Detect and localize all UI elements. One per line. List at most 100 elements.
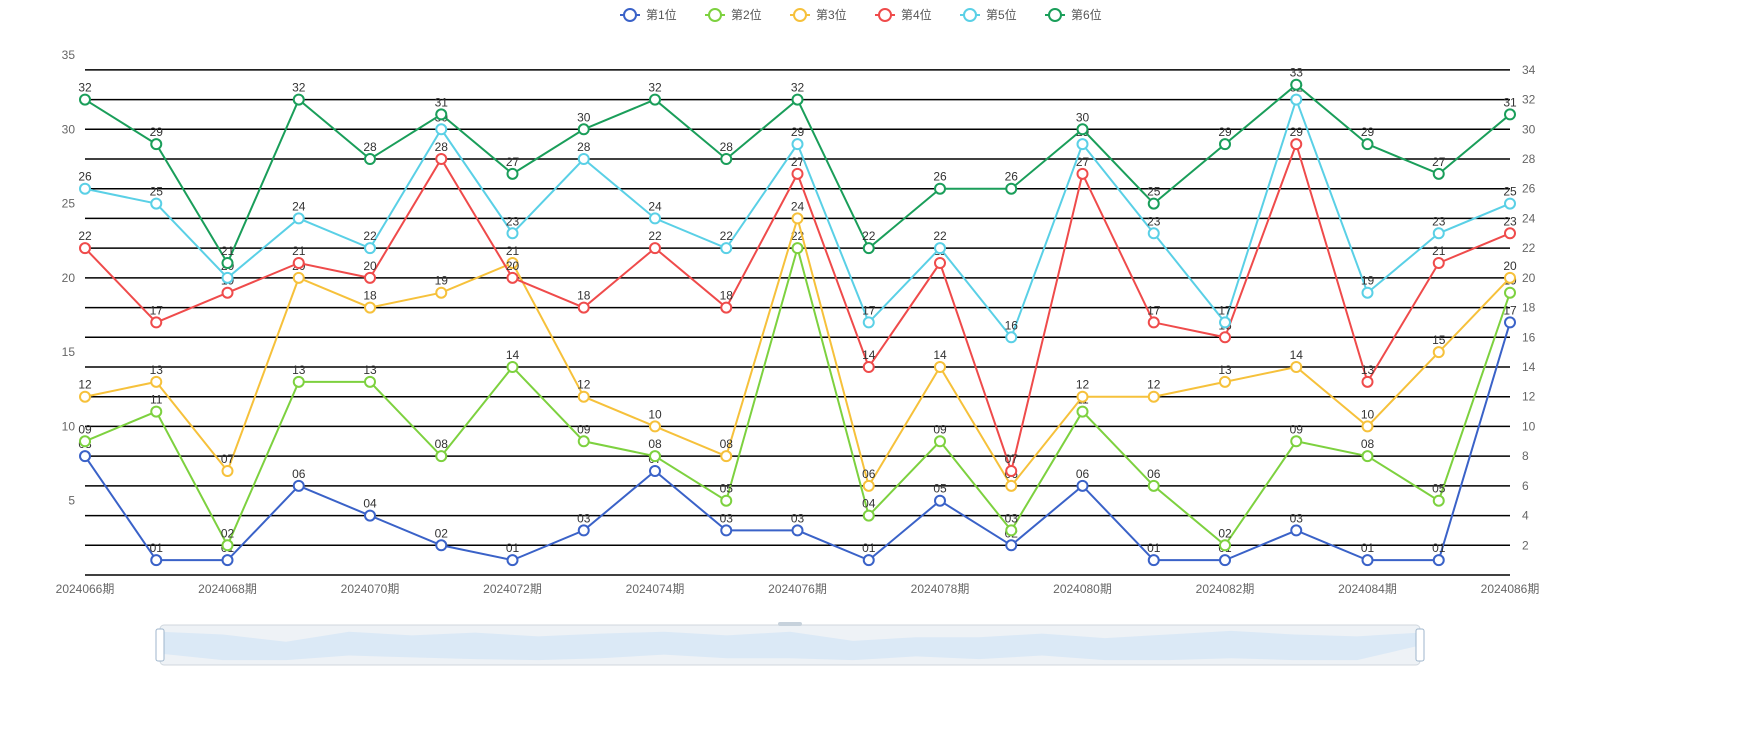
- data-point[interactable]: [1149, 481, 1159, 491]
- data-point[interactable]: [1220, 377, 1230, 387]
- data-point[interactable]: [1505, 228, 1515, 238]
- data-point[interactable]: [793, 525, 803, 535]
- data-point[interactable]: [793, 95, 803, 105]
- data-point[interactable]: [650, 243, 660, 253]
- data-point[interactable]: [1006, 184, 1016, 194]
- data-point[interactable]: [864, 555, 874, 565]
- legend-item-4[interactable]: 第4位: [875, 7, 932, 22]
- data-point[interactable]: [508, 273, 518, 283]
- legend-item-5[interactable]: 第5位: [960, 7, 1017, 22]
- data-point[interactable]: [1006, 466, 1016, 476]
- data-point[interactable]: [864, 243, 874, 253]
- data-point[interactable]: [151, 407, 161, 417]
- data-point[interactable]: [1505, 273, 1515, 283]
- data-point[interactable]: [508, 555, 518, 565]
- data-point[interactable]: [1363, 139, 1373, 149]
- data-point[interactable]: [294, 95, 304, 105]
- data-point[interactable]: [223, 258, 233, 268]
- data-point[interactable]: [1434, 228, 1444, 238]
- data-point[interactable]: [294, 258, 304, 268]
- data-point[interactable]: [151, 555, 161, 565]
- data-point[interactable]: [436, 109, 446, 119]
- data-point[interactable]: [365, 273, 375, 283]
- data-point[interactable]: [1149, 392, 1159, 402]
- data-point[interactable]: [793, 213, 803, 223]
- data-point[interactable]: [1006, 540, 1016, 550]
- data-point[interactable]: [1291, 80, 1301, 90]
- legend-item-2[interactable]: 第2位: [705, 7, 762, 22]
- data-point[interactable]: [365, 511, 375, 521]
- zoom-handle-right[interactable]: [1416, 629, 1424, 661]
- data-point[interactable]: [508, 169, 518, 179]
- data-point[interactable]: [1220, 139, 1230, 149]
- data-point[interactable]: [436, 540, 446, 550]
- data-point[interactable]: [721, 303, 731, 313]
- data-point[interactable]: [721, 525, 731, 535]
- data-point[interactable]: [151, 377, 161, 387]
- data-point[interactable]: [579, 436, 589, 446]
- data-point[interactable]: [793, 139, 803, 149]
- data-point[interactable]: [223, 555, 233, 565]
- data-point[interactable]: [1078, 481, 1088, 491]
- data-point[interactable]: [1149, 555, 1159, 565]
- data-point[interactable]: [721, 243, 731, 253]
- data-point[interactable]: [1006, 525, 1016, 535]
- data-point[interactable]: [1434, 347, 1444, 357]
- data-point[interactable]: [579, 303, 589, 313]
- data-point[interactable]: [1078, 392, 1088, 402]
- data-point[interactable]: [864, 362, 874, 372]
- data-point[interactable]: [1006, 332, 1016, 342]
- data-point[interactable]: [223, 273, 233, 283]
- data-point[interactable]: [1291, 362, 1301, 372]
- data-point[interactable]: [721, 154, 731, 164]
- data-point[interactable]: [365, 154, 375, 164]
- data-point[interactable]: [1505, 109, 1515, 119]
- data-point[interactable]: [223, 288, 233, 298]
- data-point[interactable]: [80, 95, 90, 105]
- data-point[interactable]: [1291, 436, 1301, 446]
- data-point[interactable]: [650, 421, 660, 431]
- data-point[interactable]: [1434, 555, 1444, 565]
- data-point[interactable]: [864, 317, 874, 327]
- data-point[interactable]: [935, 184, 945, 194]
- data-point[interactable]: [436, 124, 446, 134]
- data-point[interactable]: [436, 451, 446, 461]
- data-point[interactable]: [1363, 421, 1373, 431]
- data-point[interactable]: [294, 273, 304, 283]
- data-point[interactable]: [80, 436, 90, 446]
- data-point[interactable]: [1434, 169, 1444, 179]
- zoom-bar[interactable]: [156, 622, 1424, 665]
- data-point[interactable]: [1006, 481, 1016, 491]
- data-point[interactable]: [1078, 169, 1088, 179]
- data-point[interactable]: [1363, 377, 1373, 387]
- data-point[interactable]: [436, 154, 446, 164]
- data-point[interactable]: [935, 258, 945, 268]
- data-point[interactable]: [1434, 258, 1444, 268]
- data-point[interactable]: [508, 228, 518, 238]
- data-point[interactable]: [508, 362, 518, 372]
- data-point[interactable]: [721, 451, 731, 461]
- data-point[interactable]: [935, 436, 945, 446]
- legend-item-6[interactable]: 第6位: [1045, 7, 1102, 22]
- data-point[interactable]: [1078, 139, 1088, 149]
- data-point[interactable]: [1220, 540, 1230, 550]
- data-point[interactable]: [80, 392, 90, 402]
- data-point[interactable]: [793, 243, 803, 253]
- data-point[interactable]: [1291, 139, 1301, 149]
- data-point[interactable]: [935, 496, 945, 506]
- data-point[interactable]: [579, 392, 589, 402]
- data-point[interactable]: [436, 288, 446, 298]
- data-point[interactable]: [650, 451, 660, 461]
- data-point[interactable]: [864, 511, 874, 521]
- data-point[interactable]: [1363, 288, 1373, 298]
- zoom-grip[interactable]: [778, 622, 802, 626]
- data-point[interactable]: [1505, 317, 1515, 327]
- data-point[interactable]: [1220, 332, 1230, 342]
- data-point[interactable]: [365, 377, 375, 387]
- data-point[interactable]: [294, 213, 304, 223]
- zoom-handle-left[interactable]: [156, 629, 164, 661]
- data-point[interactable]: [579, 124, 589, 134]
- data-point[interactable]: [579, 525, 589, 535]
- data-point[interactable]: [721, 496, 731, 506]
- data-point[interactable]: [1363, 451, 1373, 461]
